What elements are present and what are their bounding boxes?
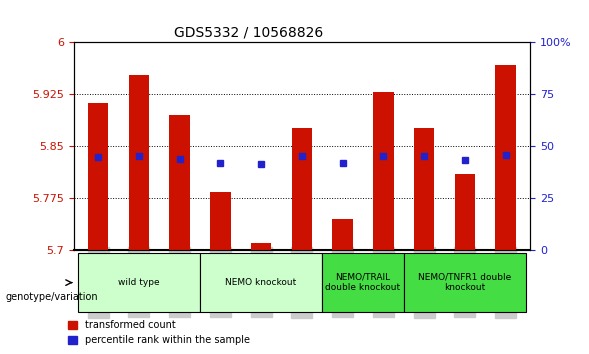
Text: wild type: wild type <box>118 278 160 287</box>
Bar <box>88 103 108 250</box>
Bar <box>210 192 230 250</box>
Bar <box>170 115 190 250</box>
Bar <box>292 128 312 250</box>
Text: NEMO/TNFR1 double
knockout: NEMO/TNFR1 double knockout <box>418 273 511 292</box>
Bar <box>455 174 475 250</box>
Legend: transformed count, percentile rank within the sample: transformed count, percentile rank withi… <box>64 316 254 349</box>
Bar <box>251 243 272 250</box>
Text: genotype/variation: genotype/variation <box>6 292 98 302</box>
Bar <box>128 75 149 250</box>
FancyBboxPatch shape <box>78 253 200 312</box>
Text: GDS5332 / 10568826: GDS5332 / 10568826 <box>174 26 323 40</box>
FancyBboxPatch shape <box>322 253 403 312</box>
FancyBboxPatch shape <box>403 253 526 312</box>
Bar <box>414 128 434 250</box>
Bar <box>332 219 353 250</box>
FancyBboxPatch shape <box>200 253 322 312</box>
Bar <box>373 92 393 250</box>
Bar <box>495 65 516 250</box>
Text: NEMO/TRAIL
double knockout: NEMO/TRAIL double knockout <box>326 273 401 292</box>
Text: NEMO knockout: NEMO knockout <box>226 278 297 287</box>
